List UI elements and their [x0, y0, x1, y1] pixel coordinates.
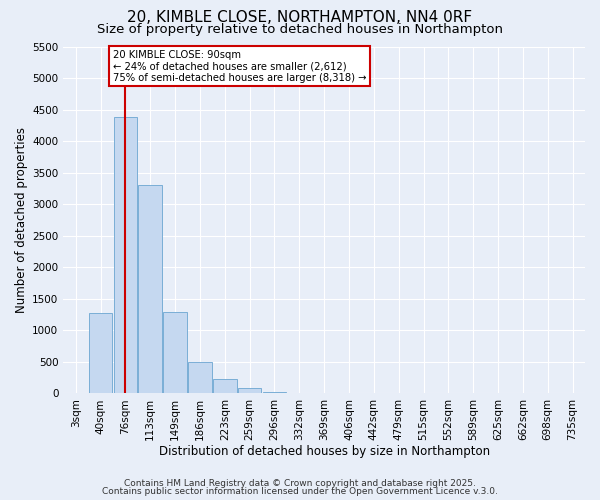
Bar [238, 388, 262, 394]
Text: Contains public sector information licensed under the Open Government Licence v.: Contains public sector information licen… [102, 487, 498, 496]
X-axis label: Distribution of detached houses by size in Northampton: Distribution of detached houses by size … [158, 444, 490, 458]
Text: Size of property relative to detached houses in Northampton: Size of property relative to detached ho… [97, 22, 503, 36]
Bar [188, 362, 212, 394]
Bar [263, 392, 286, 394]
Bar [139, 185, 162, 394]
Bar [213, 379, 236, 394]
Bar [89, 314, 112, 394]
Text: 20, KIMBLE CLOSE, NORTHAMPTON, NN4 0RF: 20, KIMBLE CLOSE, NORTHAMPTON, NN4 0RF [127, 10, 473, 25]
Text: 20 KIMBLE CLOSE: 90sqm
← 24% of detached houses are smaller (2,612)
75% of semi-: 20 KIMBLE CLOSE: 90sqm ← 24% of detached… [113, 50, 367, 83]
Text: Contains HM Land Registry data © Crown copyright and database right 2025.: Contains HM Land Registry data © Crown c… [124, 478, 476, 488]
Y-axis label: Number of detached properties: Number of detached properties [15, 127, 28, 313]
Bar [113, 117, 137, 394]
Bar [163, 312, 187, 394]
